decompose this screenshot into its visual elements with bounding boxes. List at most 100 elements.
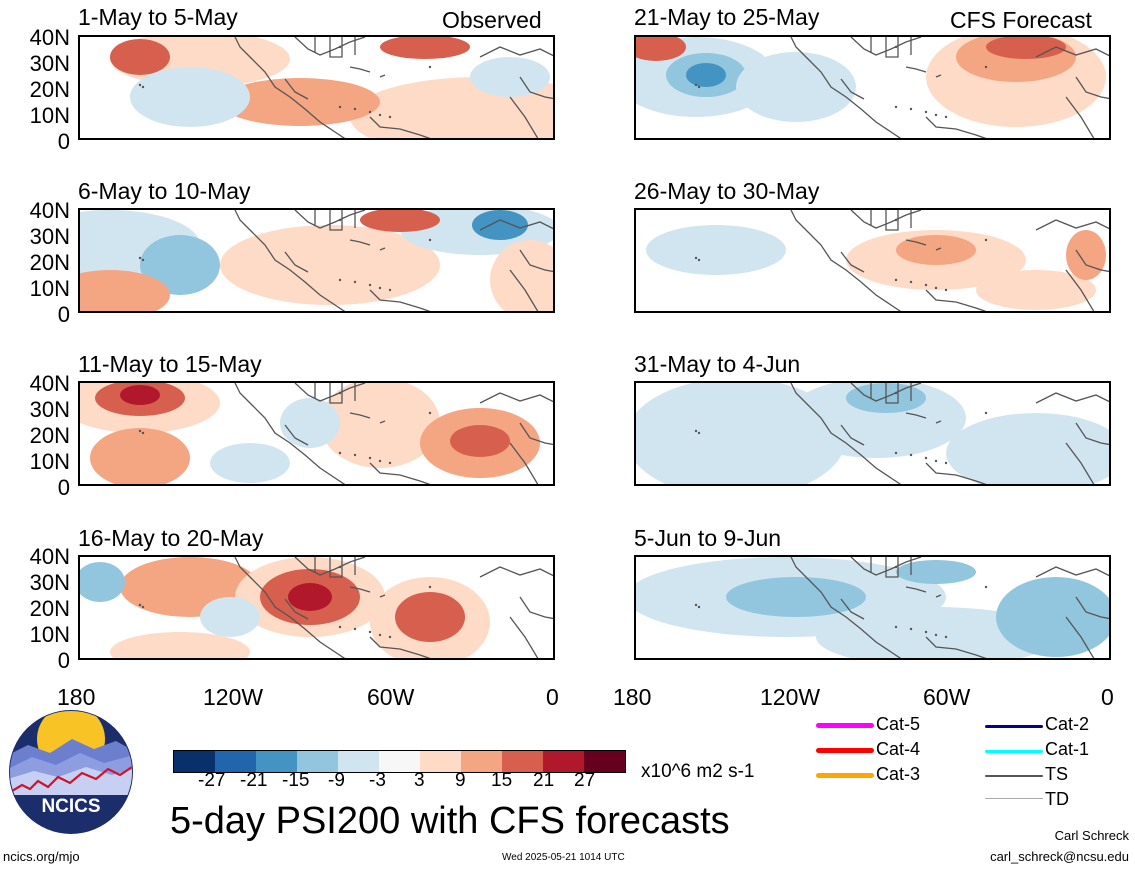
lon-label: 120W [203,684,264,710]
anomaly-contour [90,428,190,484]
island [697,85,701,89]
anomaly-field [636,383,1109,484]
anomaly-contour [472,210,528,240]
island [338,625,342,629]
anomaly-field [80,210,553,311]
lat-label: 10N [29,103,70,128]
anomaly-contour [395,592,465,642]
anomaly-field [636,557,1109,658]
lon-label: 0 [1101,684,1114,710]
lat-label: 0 [57,129,70,154]
lat-label: 40N [29,371,70,396]
anomaly-contour [80,270,170,311]
lon-label: 180 [57,684,96,710]
island [694,603,698,607]
island [428,585,432,589]
colorbar-swatch [297,751,338,772]
island [138,603,142,607]
island [138,83,142,87]
anomaly-contour [686,63,726,87]
map-panel-fc-3 [634,381,1111,486]
island [984,585,988,589]
observed-label: Observed [442,7,542,33]
island [944,288,948,292]
anomaly-contour [80,562,125,602]
island [894,391,898,395]
anomaly-contour [450,425,510,457]
map-panel-fc-4 [634,555,1111,660]
colorbar-label: -27 [198,770,226,791]
island [378,286,382,290]
panel-title-obs-2: 6-May to 10-May [78,178,251,204]
map-panel-obs-4 [78,555,555,660]
legend-line-ts [985,775,1043,777]
lat-label: 30N [29,397,70,422]
island [894,105,898,109]
island [697,258,701,262]
island [984,411,988,415]
map-panel-fc-2 [634,208,1111,313]
colorbar-swatch [543,751,584,772]
island [338,391,342,395]
lat-label: 10N [29,276,70,301]
island [388,635,392,639]
island [141,605,145,609]
lat-label: 0 [57,475,70,500]
legend-label-cat4: Cat-4 [876,739,921,759]
map-panel-obs-2 [78,208,555,313]
anomaly-contour [220,225,440,305]
island [368,283,372,287]
legend-line-cat4 [816,748,874,753]
colorbar-swatch [420,751,461,772]
island [694,429,698,433]
island [338,218,342,222]
island [138,429,142,433]
island [428,411,432,415]
coastline [790,383,1109,484]
ncics-logo: NCICS [8,709,134,835]
panel-title-fc-4: 5-Jun to 9-Jun [634,525,782,551]
lat-label: 20N [29,250,70,275]
lon-label: 60W [367,684,415,710]
anomaly-contour [320,383,440,468]
lat-label: 0 [57,648,70,673]
anomaly-contour [736,52,856,122]
panel-title-fc-1: 21-May to 25-May [634,4,820,30]
legend-label-cat3: Cat-3 [876,764,921,784]
coastline [234,37,553,138]
island [353,627,357,631]
anomaly-contour [130,67,250,127]
island [388,115,392,119]
island [694,83,698,87]
panel-title-obs-1: 1-May to 5-May [78,4,238,30]
panel-title-fc-3: 31-May to 4-Jun [634,351,801,377]
colorbar-swatch [215,751,256,772]
lon-label: 120W [760,684,821,710]
island [378,459,382,463]
anomaly-contour [946,413,1109,484]
island [141,431,145,435]
legend-label-ts: TS [1045,764,1069,784]
island [924,110,928,114]
island [894,218,898,222]
lat-label: 30N [29,224,70,249]
anomaly-contour [120,385,160,405]
anomaly-field [646,210,1109,311]
colorbar-swatch [379,751,420,772]
lon-label: 180 [613,684,652,710]
island [944,115,948,119]
anomaly-contour [986,37,1066,59]
lat-label: 40N [29,198,70,223]
colorbar-label: -3 [369,770,386,791]
colorbar-label: 15 [491,770,513,791]
island [984,65,988,69]
anomaly-contour [816,607,1056,658]
map-panel-obs-3 [78,381,555,486]
island [141,85,145,89]
anomaly-contour [470,57,550,97]
anomaly-contour [896,560,976,584]
coastline [790,210,1109,311]
anomaly-contour [976,270,1096,310]
coastline [790,37,1109,138]
island [428,238,432,242]
